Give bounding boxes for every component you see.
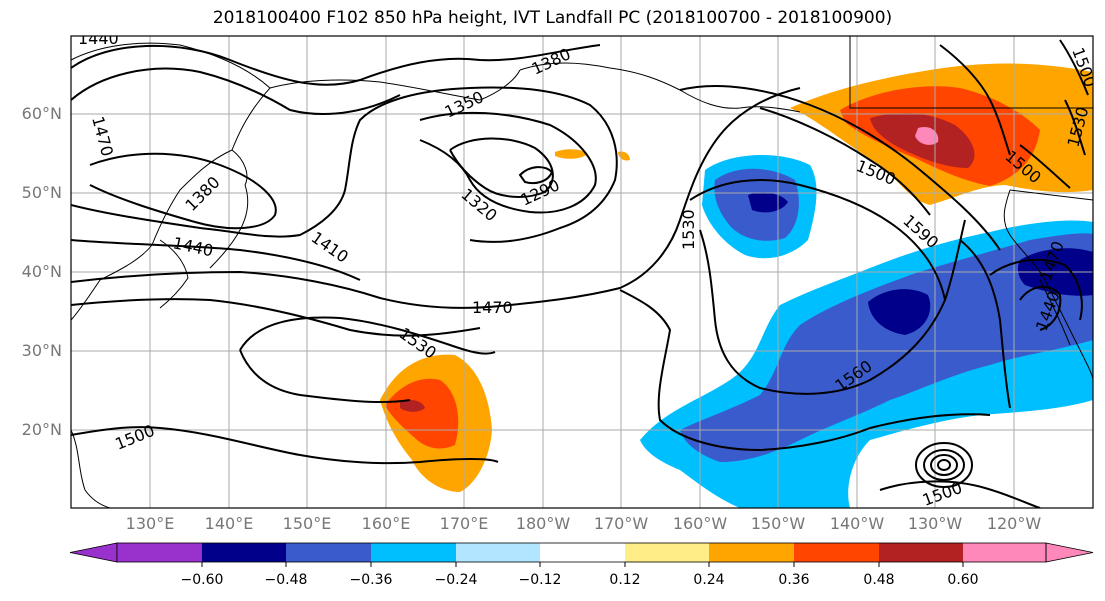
pos-region-alaska-max [915,126,939,145]
lon-label: 140°W [829,514,885,533]
lon-label: 160°W [672,514,728,533]
colorbar-tick-label: −0.60 [180,572,224,588]
lat-label: 30°N [21,341,62,360]
colorbar-tick-label: 0.24 [693,572,725,588]
lat-label: 50°N [21,183,62,202]
map-frame [70,35,1094,509]
lon-label: 130°E [125,514,175,533]
pos-region-subtropic-mid [385,378,459,449]
lon-label: 150°W [750,514,806,533]
neg-region-main-dark [868,289,931,335]
lon-label: 180°W [515,514,571,533]
lat-label: 20°N [21,420,62,439]
colorbar-tick-label: 0.36 [778,572,810,588]
contour-labels: 1440 1470 1380 1350 1320 1290 1380 1440 … [78,29,1093,508]
pos-region-small [555,149,588,159]
neg-region-main-mid [680,233,1093,462]
lon-label: 140°E [204,514,254,533]
contour-label: 1530 [679,209,698,250]
colorbar-tick-label: 0.48 [863,572,895,588]
colorbar-tick-label: 0.12 [609,572,641,588]
lat-label: 60°N [21,104,62,123]
colorbar-tick-label: −0.24 [434,572,478,588]
lon-label: 170°W [593,514,649,533]
pos-region-subtropic-dark [400,400,425,412]
colorbar-tick-label: −0.48 [264,572,308,588]
contour-label: 1470 [472,298,513,317]
lon-label: 160°E [361,514,411,533]
lon-label: 170°E [439,514,489,533]
lon-label: 120°W [986,514,1042,533]
map-title: 2018100400 F102 850 hPa height, IVT Land… [212,8,893,28]
height-contours [71,39,1089,508]
colorbar-tick-label: −0.12 [518,572,562,588]
lon-label: 150°E [282,514,332,533]
contour-label: 1440 [78,29,119,48]
colorbar-tick-label: 0.60 [947,572,979,588]
colorbar-tick-label: −0.36 [349,572,393,588]
lon-label: 130°W [907,514,963,533]
lat-label: 40°N [21,262,62,281]
